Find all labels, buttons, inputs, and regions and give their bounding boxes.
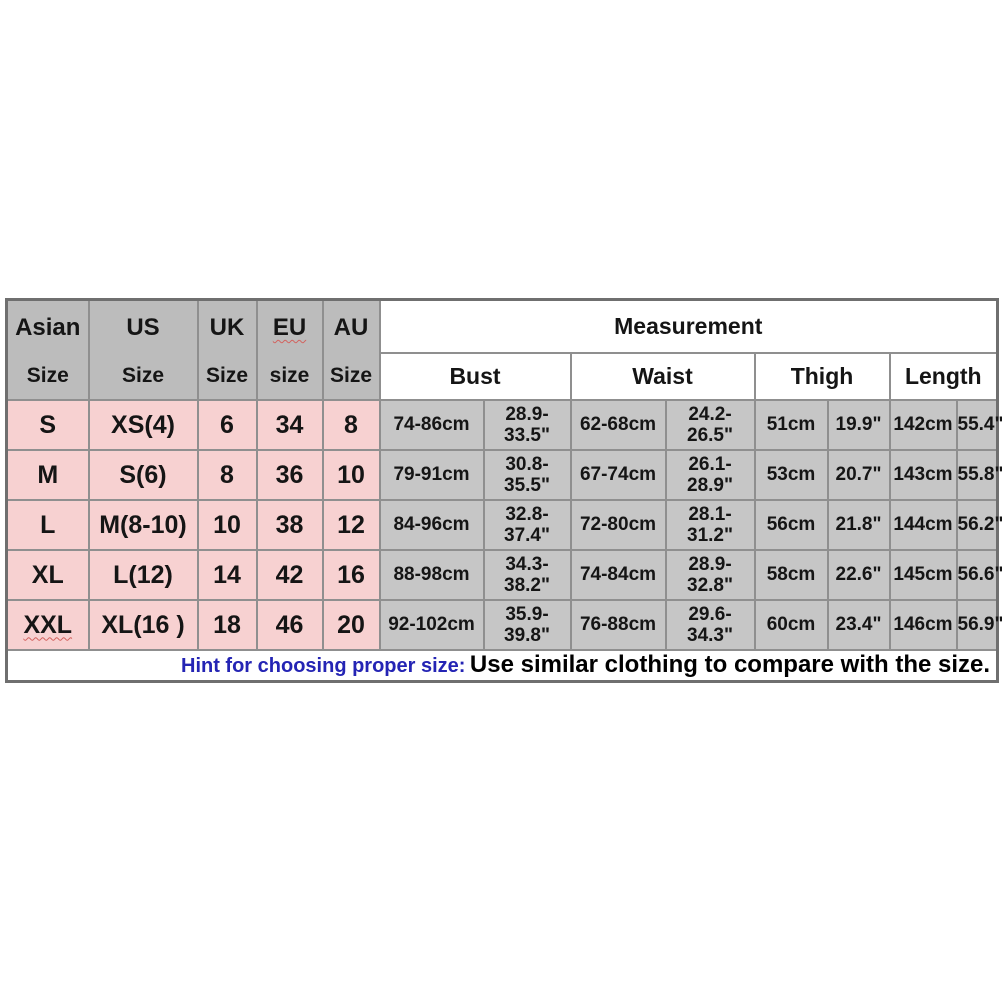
length-in-cell: 56.6": [955, 549, 1002, 601]
bust-cm-cell: 74-86cm: [378, 399, 485, 451]
table-row-xxl: XXL XL(16 ) 18 46 20 92-102cm 35.9- 39.8…: [5, 599, 1002, 651]
us-size-cell: M(8-10): [87, 499, 199, 551]
hint-text: Use similar clothing to compare with the…: [469, 651, 991, 679]
length-in-cell: 56.9": [955, 599, 1002, 651]
asian-label: Asian: [15, 314, 81, 341]
length-in-cell: 56.2": [955, 499, 1002, 551]
col-header-asian-size: Asian Size: [5, 298, 90, 401]
au-size-cell: 10: [321, 449, 381, 501]
eu-size-cell: 46: [255, 599, 324, 651]
us-size-cell: XL(16 ): [87, 599, 199, 651]
asian-size-cell: M: [5, 449, 90, 501]
uk-label: UK: [209, 314, 245, 341]
uk-size-cell: 14: [196, 549, 258, 601]
thigh-in-cell: 20.7": [826, 449, 891, 501]
hint-cell: Hint for choosing proper size: Use simil…: [5, 649, 999, 682]
bust-cm-cell: 79-91cm: [378, 449, 485, 501]
au-size-cell: 8: [321, 399, 381, 451]
waist-in-cell: 24.2- 26.5": [664, 399, 756, 451]
au-size-cell: 12: [321, 499, 381, 551]
length-cm-cell: 144cm: [888, 499, 958, 551]
col-header-uk-size: UK Size: [196, 298, 258, 401]
asian-size-cell: XL: [5, 549, 90, 601]
us-size-cell: S(6): [87, 449, 199, 501]
eu-label: EU: [272, 314, 307, 341]
thigh-in-cell: 22.6": [826, 549, 891, 601]
length-cm-cell: 142cm: [888, 399, 958, 451]
uk-size-cell: 6: [196, 399, 258, 451]
thigh-cm-cell: 53cm: [753, 449, 829, 501]
length-cm-cell: 143cm: [888, 449, 958, 501]
col-header-au-size: AU Size: [321, 298, 381, 401]
waist-in-cell: 29.6- 34.3": [664, 599, 756, 651]
eu-size-cell: 36: [255, 449, 324, 501]
thigh-cm-cell: 51cm: [753, 399, 829, 451]
eu-size-cell: 34: [255, 399, 324, 451]
waist-cm-cell: 67-74cm: [569, 449, 667, 501]
eu-size-label: size: [269, 364, 310, 387]
waist-cm-cell: 76-88cm: [569, 599, 667, 651]
thigh-cm-cell: 56cm: [753, 499, 829, 551]
au-size-cell: 20: [321, 599, 381, 651]
au-size-label: Size: [329, 364, 373, 387]
waist-in-cell: 28.1- 31.2": [664, 499, 756, 551]
header-row-groups: Bust Waist Thigh Length: [7, 351, 999, 402]
waist-cm-cell: 74-84cm: [569, 549, 667, 601]
size-chart-table: Asian Size US Size UK Size EU size AU: [5, 298, 1002, 683]
bust-cm-cell: 88-98cm: [378, 549, 485, 601]
table-row-s: S XS(4) 6 34 8 74-86cm 28.9- 33.5" 62-68…: [5, 399, 1002, 451]
col-header-eu-size: EU size: [255, 298, 324, 401]
au-label: AU: [333, 314, 369, 341]
waist-in-cell: 26.1- 28.9": [664, 449, 756, 501]
bust-in-cell: 32.8- 37.4": [482, 499, 572, 551]
thigh-in-cell: 19.9": [826, 399, 891, 451]
length-in-cell: 55.8": [955, 449, 1002, 501]
thigh-cm-cell: 60cm: [753, 599, 829, 651]
table-row-xl: XL L(12) 14 42 16 88-98cm 34.3- 38.2" 74…: [5, 549, 1002, 601]
table-row-m: M S(6) 8 36 10 79-91cm 30.8- 35.5" 67-74…: [5, 449, 1002, 501]
group-header-waist: Waist: [569, 351, 756, 402]
header-row-top: Asian Size US Size UK Size EU size AU: [5, 298, 999, 401]
group-header-bust: Bust: [378, 351, 572, 402]
eu-size-cell: 38: [255, 499, 324, 551]
group-header-thigh: Thigh: [753, 351, 891, 402]
thigh-in-cell: 21.8": [826, 499, 891, 551]
au-size-cell: 16: [321, 549, 381, 601]
asian-size-label: Size: [26, 364, 69, 387]
waist-cm-cell: 72-80cm: [569, 499, 667, 551]
bust-in-cell: 34.3- 38.2": [482, 549, 572, 601]
measurement-header: Measurement: [378, 298, 999, 354]
col-header-us-size: US Size: [87, 298, 199, 401]
asian-size-cell: XXL: [5, 599, 90, 651]
bust-in-cell: 28.9- 33.5": [482, 399, 572, 451]
bust-in-cell: 35.9- 39.8": [482, 599, 572, 651]
waist-cm-cell: 62-68cm: [569, 399, 667, 451]
uk-size-cell: 10: [196, 499, 258, 551]
us-label: US: [126, 314, 160, 341]
hint-label: Hint for choosing proper size:: [181, 655, 466, 678]
asian-size-cell: S: [5, 399, 90, 451]
bust-cm-cell: 84-96cm: [378, 499, 485, 551]
us-size-cell: XS(4): [87, 399, 199, 451]
thigh-cm-cell: 58cm: [753, 549, 829, 601]
bust-cm-cell: 92-102cm: [378, 599, 485, 651]
length-cm-cell: 145cm: [888, 549, 958, 601]
uk-size-label: Size: [205, 364, 249, 387]
thigh-in-cell: 23.4": [826, 599, 891, 651]
uk-size-cell: 8: [196, 449, 258, 501]
uk-size-cell: 18: [196, 599, 258, 651]
length-cm-cell: 146cm: [888, 599, 958, 651]
eu-size-cell: 42: [255, 549, 324, 601]
us-size-cell: L(12): [87, 549, 199, 601]
us-size-label: Size: [121, 364, 165, 387]
group-header-length: Length: [888, 351, 999, 402]
length-in-cell: 55.4": [955, 399, 1002, 451]
asian-size-cell: L: [5, 499, 90, 551]
table-row-l: L M(8-10) 10 38 12 84-96cm 32.8- 37.4" 7…: [5, 499, 1002, 551]
bust-in-cell: 30.8- 35.5": [482, 449, 572, 501]
hint-row: Hint for choosing proper size: Use simil…: [5, 649, 999, 682]
waist-in-cell: 28.9- 32.8": [664, 549, 756, 601]
